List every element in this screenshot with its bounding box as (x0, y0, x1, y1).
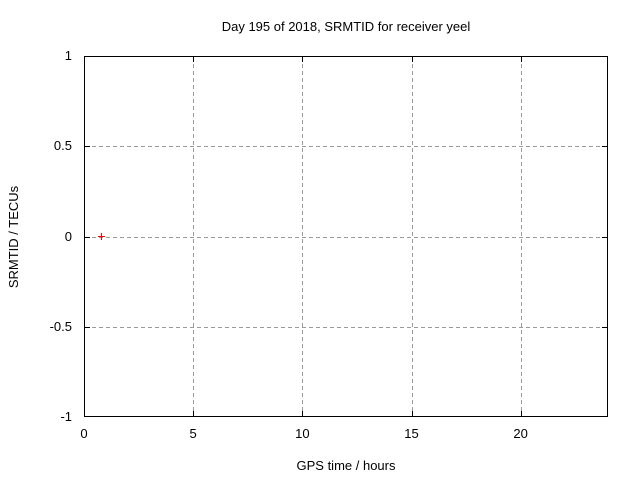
x-tick-bottom (302, 411, 304, 416)
x-axis-label: GPS time / hours (296, 458, 396, 473)
x-tick-bottom (411, 411, 413, 416)
y-tick-label: -1 (60, 409, 72, 424)
x-tick-bottom (520, 411, 522, 416)
x-tick-label: 15 (404, 426, 419, 441)
x-tick-label: 5 (189, 426, 197, 441)
marker-vertical-bar (100, 233, 102, 240)
y-tick-right (602, 146, 607, 148)
y-tick-right (602, 326, 607, 328)
x-tick-label: 10 (295, 426, 310, 441)
x-tick-top (411, 57, 413, 62)
y-gridline (85, 326, 607, 328)
x-tick-bottom (193, 411, 195, 416)
x-tick-top (302, 57, 304, 62)
x-tick-label: 0 (80, 426, 88, 441)
y-tick-label: 0 (64, 228, 72, 244)
x-tick-label: 20 (513, 426, 528, 441)
y-tick-left (85, 326, 90, 328)
y-tick-label: -0.5 (49, 318, 72, 334)
y-gridline (85, 236, 607, 238)
data-point-marker (97, 233, 105, 240)
y-gridline (85, 146, 607, 148)
x-tick-top (193, 57, 195, 62)
x-tick-top (520, 57, 522, 62)
y-tick-right (602, 236, 607, 238)
y-tick-label: 0.5 (53, 138, 72, 154)
plot-area (84, 56, 608, 417)
y-tick-label: 1 (64, 48, 72, 63)
y-tick-left (85, 146, 90, 148)
chart-title: Day 195 of 2018, SRMTID for receiver yee… (221, 19, 471, 34)
y-tick-left (85, 236, 90, 238)
